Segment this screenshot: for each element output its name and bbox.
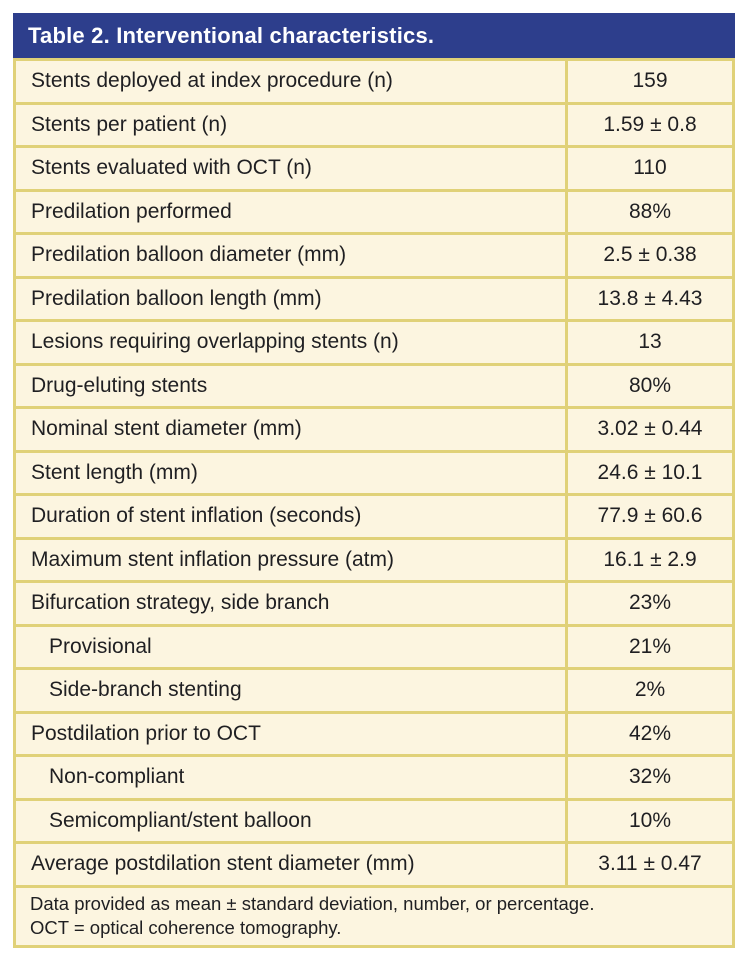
row-value: 3.02 ± 0.44: [565, 409, 732, 450]
row-value: 13.8 ± 4.43: [565, 278, 732, 319]
table-row: Nominal stent diameter (mm) 3.02 ± 0.44: [16, 409, 732, 453]
row-value: 88%: [565, 191, 732, 232]
row-label: Nominal stent diameter (mm): [31, 417, 302, 441]
table-row: Lesions requiring overlapping stents (n)…: [16, 322, 732, 366]
row-label: Duration of stent inflation (seconds): [31, 504, 362, 528]
row-label: Postdilation prior to OCT: [31, 721, 261, 745]
row-value: 21%: [565, 626, 732, 667]
row-label: Side-branch stenting: [49, 678, 242, 702]
row-value: 159: [565, 61, 732, 102]
table-row: Drug-eluting stents 80%: [16, 365, 732, 409]
row-label: Predilation performed: [31, 199, 232, 223]
row-value: 110: [565, 148, 732, 189]
row-label: Stents evaluated with OCT (n): [31, 156, 312, 180]
table-row: Stents evaluated with OCT (n) 110: [16, 148, 732, 192]
table-row: Postdilation prior to OCT 42%: [16, 713, 732, 757]
table-row: Stent length (mm) 24.6 ± 10.1: [16, 452, 732, 496]
table-row: Semicompliant/stent balloon 10%: [16, 800, 732, 844]
interventional-characteristics-table: Table 2. Interventional characteristics.…: [13, 13, 735, 948]
row-label: Average postdilation stent diameter (mm): [31, 852, 415, 876]
row-value: 10%: [565, 800, 732, 841]
row-label: Provisional: [49, 634, 152, 658]
row-value: 24.6 ± 10.1: [565, 452, 732, 493]
footnote-line-2: OCT = optical coherence tomography.: [30, 916, 342, 938]
row-label: Bifurcation strategy, side branch: [31, 591, 330, 615]
table-title: Table 2. Interventional characteristics.: [28, 22, 435, 48]
row-label: Semicompliant/stent balloon: [49, 808, 312, 832]
row-value: 77.9 ± 60.6: [565, 496, 732, 537]
row-label: Stents per patient (n): [31, 112, 228, 136]
row-value: 2%: [565, 670, 732, 711]
row-label: Predilation balloon diameter (mm): [31, 243, 347, 267]
row-value: 3.11 ± 0.47: [565, 844, 732, 885]
row-value: 42%: [565, 713, 732, 754]
table-row: Stents deployed at index procedure (n) 1…: [16, 61, 732, 105]
table-row: Predilation balloon diameter (mm) 2.5 ± …: [16, 235, 732, 279]
row-value: 1.59 ± 0.8: [565, 104, 732, 145]
table-row: Side-branch stenting 2%: [16, 670, 732, 714]
row-label: Stents deployed at index procedure (n): [31, 69, 393, 93]
row-label: Drug-eluting stents: [31, 373, 208, 397]
row-label: Lesions requiring overlapping stents (n): [31, 330, 399, 354]
row-label: Stent length (mm): [31, 460, 198, 484]
row-value: 2.5 ± 0.38: [565, 235, 732, 276]
table-row: Predilation balloon length (mm) 13.8 ± 4…: [16, 278, 732, 322]
table-row: Predilation performed 88%: [16, 191, 732, 235]
table-row: Bifurcation strategy, side branch 23%: [16, 583, 732, 627]
row-label: Non-compliant: [49, 765, 185, 789]
table-row: Stents per patient (n) 1.59 ± 0.8: [16, 104, 732, 148]
table-title-bar: Table 2. Interventional characteristics.: [13, 13, 735, 58]
row-label: Maximum stent inflation pressure (atm): [31, 547, 394, 571]
table-row: Maximum stent inflation pressure (atm) 1…: [16, 539, 732, 583]
row-value: 13: [565, 322, 732, 363]
row-value: 16.1 ± 2.9: [565, 539, 732, 580]
table-row: Provisional 21%: [16, 626, 732, 670]
table-body: Stents deployed at index procedure (n) 1…: [13, 58, 735, 888]
table-row: Duration of stent inflation (seconds) 77…: [16, 496, 732, 540]
row-value: 23%: [565, 583, 732, 624]
footnote-line-1: Data provided as mean ± standard deviati…: [30, 892, 595, 914]
table-footnote: Data provided as mean ± standard deviati…: [13, 887, 735, 948]
row-label: Predilation balloon length (mm): [31, 286, 322, 310]
table-row: Average postdilation stent diameter (mm)…: [16, 844, 732, 888]
row-value: 32%: [565, 757, 732, 798]
row-value: 80%: [565, 365, 732, 406]
table-row: Non-compliant 32%: [16, 757, 732, 801]
